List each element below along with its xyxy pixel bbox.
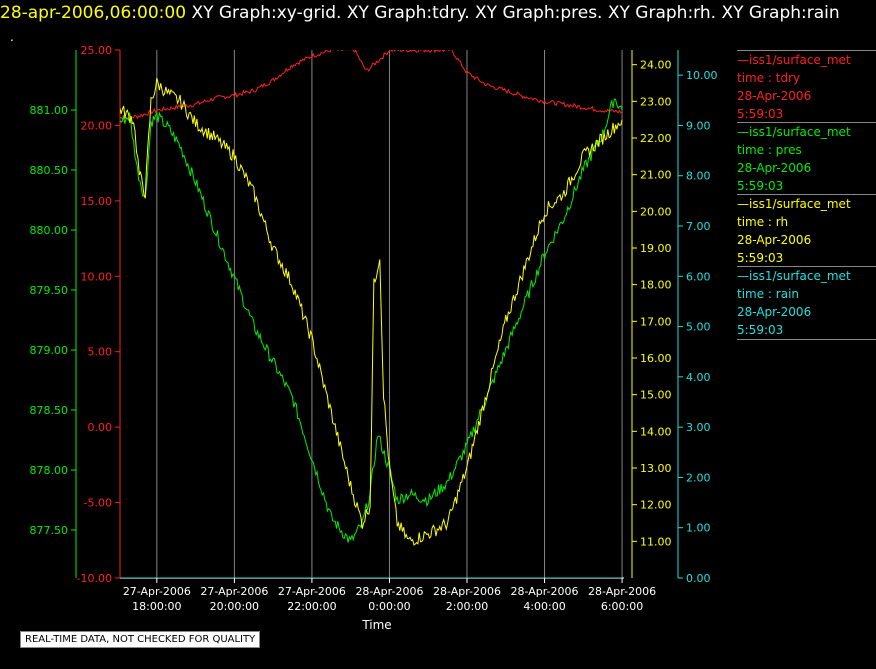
x-tick-date: 27-Apr-2006 (200, 585, 268, 598)
legend-rain-source: —iss1/surface_met (737, 269, 851, 283)
timestamp-label: 28-apr-2006,06:00:00 (0, 3, 187, 23)
legend-tdry-time: 5:59:03 (737, 107, 784, 121)
rh-tick-label: 22.00 (640, 132, 672, 145)
legend-rain: —iss1/surface_met time : rain 28-Apr-200… (737, 266, 876, 340)
rh-tick-label: 19.00 (640, 242, 672, 255)
tdry-tick-label: -5.00 (84, 497, 112, 510)
legend-tdry: —iss1/surface_met time : tdry 28-Apr-200… (737, 50, 876, 123)
legend-pres-var: time : pres (737, 143, 802, 157)
rain-tick-label: 4.00 (686, 371, 711, 384)
rh-tick-label: 21.00 (640, 169, 672, 182)
legend-rh-date: 28-Apr-2006 (737, 233, 812, 247)
legend-separator (737, 339, 876, 340)
tdry-tick-label: 0.00 (88, 421, 113, 434)
rain-tick-label: 9.00 (686, 119, 711, 132)
legend-tdry-date: 28-Apr-2006 (737, 89, 812, 103)
rain-tick-label: 10.00 (686, 69, 718, 82)
graph-label-rain[interactable]: XY Graph:rain (721, 3, 840, 23)
tdry-tick-label: -10.00 (77, 572, 112, 585)
rh-tick-label: 17.00 (640, 315, 672, 328)
pres-tick-label: 879.50 (30, 284, 69, 297)
rain-tick-label: 8.00 (686, 170, 711, 183)
legend-pres-time: 5:59:03 (737, 179, 784, 193)
x-tick-date: 28-Apr-2006 (355, 585, 423, 598)
x-tick-date: 27-Apr-2006 (278, 585, 346, 598)
legend-rh-time: 5:59:03 (737, 251, 784, 265)
axes-layer: 27-Apr-2006 18:00:00 27-Apr-2006 20:00:00 27… (30, 44, 718, 613)
legend-rh: —iss1/surface_met time : rh 28-Apr-2006 … (737, 194, 876, 267)
graph-label-pres[interactable]: XY Graph:pres. (475, 3, 603, 23)
pres-tick-label: 880.00 (30, 224, 69, 237)
legend-separator (737, 50, 876, 51)
rain-tick-label: 5.00 (686, 321, 711, 334)
legend-rh-source: —iss1/surface_met (737, 197, 851, 211)
rh-tick-label: 11.00 (640, 535, 672, 548)
rain-tick-label: 3.00 (686, 421, 711, 434)
legend-tdry-source: —iss1/surface_met (737, 53, 851, 67)
legend-tdry-var: time : tdry (737, 71, 801, 85)
legend-separator (737, 266, 876, 267)
legend-separator (737, 122, 876, 123)
rh-tick-label: 12.00 (640, 499, 672, 512)
tdry-tick-label: 15.00 (81, 195, 113, 208)
x-tick-time: 2:00:00 (446, 600, 488, 613)
legend-pres-date: 28-Apr-2006 (737, 161, 812, 175)
rain-tick-label: 0.00 (686, 572, 711, 585)
x-tick-time: 18:00:00 (132, 600, 181, 613)
series-line-tdry (120, 50, 623, 121)
legend-rain-date: 28-Apr-2006 (737, 305, 812, 319)
tdry-tick-label: 25.00 (81, 44, 113, 57)
rh-tick-label: 13.00 (640, 462, 672, 475)
x-tick-date: 28-Apr-2006 (511, 585, 579, 598)
legend-separator (737, 194, 876, 195)
graph-label-tdry[interactable]: XY Graph:tdry. (346, 3, 470, 23)
legend-pres-source: —iss1/surface_met (737, 125, 851, 139)
x-tick-date: 28-Apr-2006 (588, 585, 656, 598)
pres-tick-label: 878.00 (30, 464, 69, 477)
x-tick-time: 20:00:00 (210, 600, 259, 613)
grid-layer (156, 50, 623, 578)
rain-tick-label: 2.00 (686, 471, 711, 484)
graph-label-rh[interactable]: XY Graph:rh. (607, 3, 717, 23)
legend-pres: —iss1/surface_met time : pres 28-Apr-200… (737, 122, 876, 195)
legend-rh-var: time : rh (737, 215, 789, 229)
rain-tick-label: 7.00 (686, 220, 711, 233)
pres-tick-label: 881.00 (30, 104, 69, 117)
pres-tick-label: 879.00 (30, 344, 69, 357)
status-dot: . (10, 30, 14, 44)
x-tick-date: 27-Apr-2006 (123, 585, 191, 598)
rh-tick-label: 18.00 (640, 279, 672, 292)
rh-tick-label: 24.00 (640, 59, 672, 72)
rh-tick-label: 15.00 (640, 389, 672, 402)
rh-tick-label: 20.00 (640, 205, 672, 218)
rh-tick-label: 16.00 (640, 352, 672, 365)
x-tick-date: 28-Apr-2006 (433, 585, 501, 598)
rain-tick-label: 1.00 (686, 522, 711, 535)
x-tick-time: 0:00:00 (368, 600, 410, 613)
graph-label-xy-grid[interactable]: XY Graph:xy-grid. (191, 3, 342, 23)
pres-tick-label: 878.50 (30, 404, 69, 417)
rh-tick-label: 23.00 (640, 95, 672, 108)
rain-tick-label: 6.00 (686, 270, 711, 283)
x-tick-time: 22:00:00 (287, 600, 336, 613)
pres-tick-label: 877.50 (30, 524, 69, 537)
x-tick-time: 6:00:00 (601, 600, 643, 613)
title-bar: 28-apr-2006,06:00:00 XY Graph:xy-grid. X… (0, 0, 840, 28)
x-axis-label: Time (361, 618, 391, 632)
rh-tick-label: 14.00 (640, 425, 672, 438)
tdry-tick-label: 20.00 (81, 119, 113, 132)
quality-notice: REAL-TIME DATA, NOT CHECKED FOR QUALITY (20, 631, 261, 648)
series-layer (120, 50, 623, 578)
legend-rain-var: time : rain (737, 287, 800, 301)
pres-tick-label: 880.50 (30, 164, 69, 177)
x-tick-time: 4:00:00 (523, 600, 565, 613)
series-line-rh (120, 77, 623, 546)
tdry-tick-label: 10.00 (81, 270, 113, 283)
tdry-tick-label: 5.00 (88, 346, 113, 359)
legend-rain-time: 5:59:03 (737, 323, 784, 337)
